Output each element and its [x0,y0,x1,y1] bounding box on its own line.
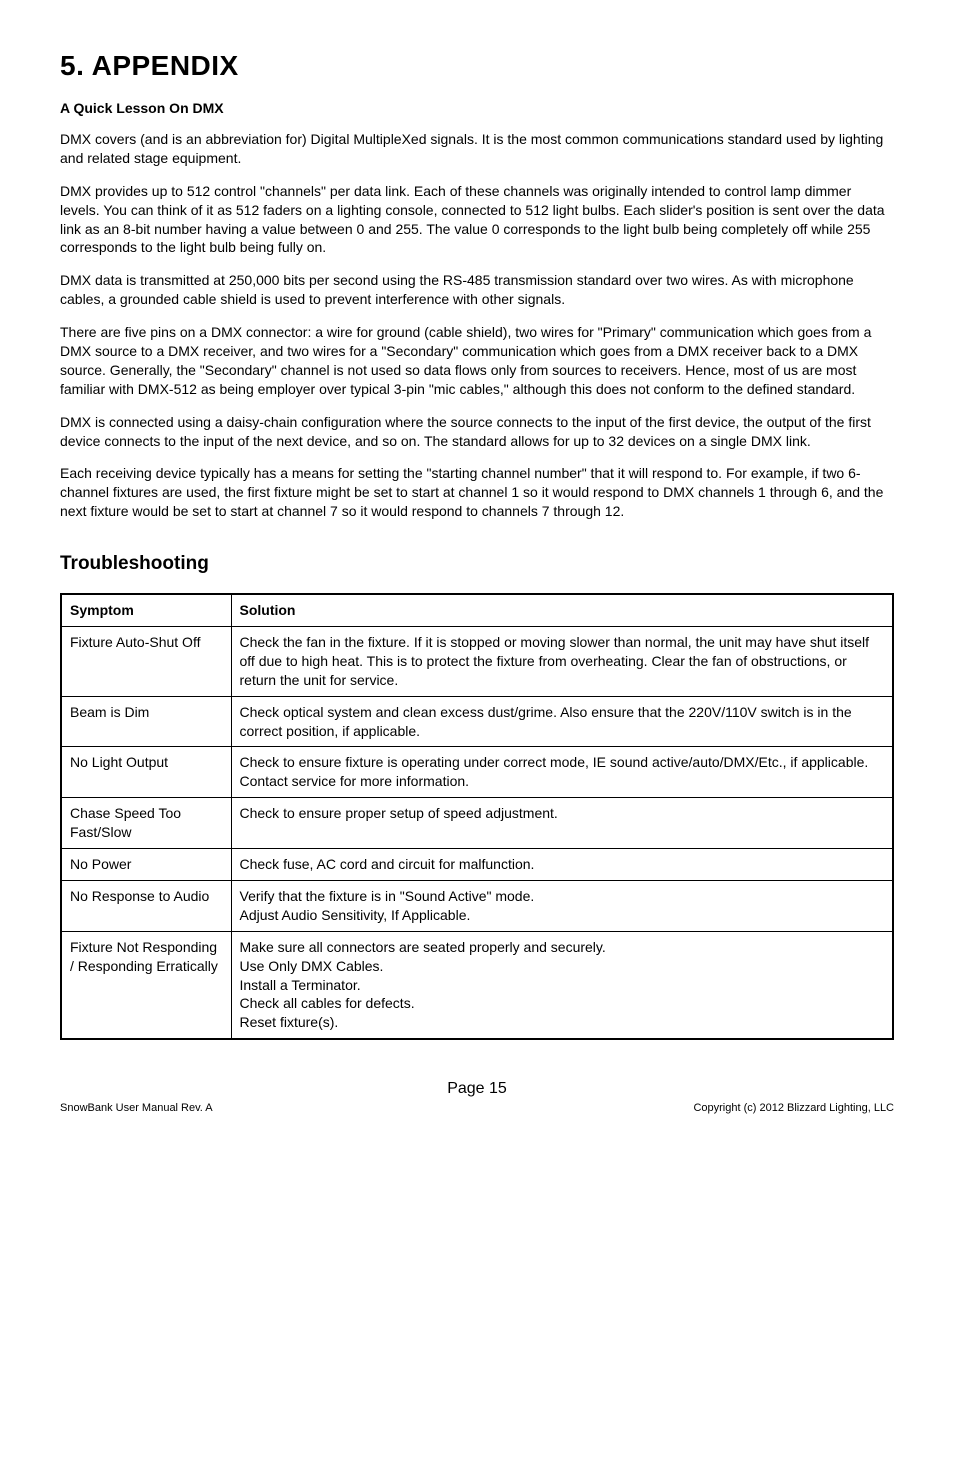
solution-cell: Verify that the fixture is in "Sound Act… [231,880,893,931]
section-subtitle: A Quick Lesson On DMX [60,100,894,116]
footer-right: Copyright (c) 2012 Blizzard Lighting, LL… [693,1102,894,1114]
table-header-symptom: Symptom [61,594,231,626]
symptom-cell: No Power [61,849,231,881]
table-row: No Light Output Check to ensure fixture … [61,747,893,798]
symptom-cell: No Response to Audio [61,880,231,931]
page-number: Page 15 [60,1080,894,1098]
solution-cell: Check the fan in the fixture. If it is s… [231,627,893,697]
solution-cell: Check optical system and clean excess du… [231,696,893,747]
page-title: 5. APPENDIX [60,50,894,82]
solution-cell: Check fuse, AC cord and circuit for malf… [231,849,893,881]
symptom-cell: Fixture Auto-Shut Off [61,627,231,697]
troubleshooting-heading: Troubleshooting [60,553,894,575]
solution-cell: Check to ensure proper setup of speed ad… [231,798,893,849]
table-row: Fixture Not Responding / Responding Erra… [61,931,893,1039]
body-paragraph: There are five pins on a DMX connector: … [60,323,894,399]
body-paragraph: DMX covers (and is an abbreviation for) … [60,130,894,168]
table-row: Beam is Dim Check optical system and cle… [61,696,893,747]
symptom-cell: No Light Output [61,747,231,798]
table-header-solution: Solution [231,594,893,626]
body-paragraph: DMX is connected using a daisy-chain con… [60,413,894,451]
body-paragraph: DMX data is transmitted at 250,000 bits … [60,271,894,309]
symptom-cell: Beam is Dim [61,696,231,747]
page-footer: Page 15 SnowBank User Manual Rev. A Copy… [60,1080,894,1114]
table-row: Chase Speed Too Fast/Slow Check to ensur… [61,798,893,849]
body-paragraph: DMX provides up to 512 control "channels… [60,182,894,258]
symptom-cell: Chase Speed Too Fast/Slow [61,798,231,849]
footer-left: SnowBank User Manual Rev. A [60,1102,213,1114]
body-paragraph: Each receiving device typically has a me… [60,464,894,521]
troubleshooting-table: Symptom Solution Fixture Auto-Shut Off C… [60,593,894,1040]
solution-cell: Check to ensure fixture is operating und… [231,747,893,798]
table-row: Fixture Auto-Shut Off Check the fan in t… [61,627,893,697]
table-row: No Response to Audio Verify that the fix… [61,880,893,931]
solution-cell: Make sure all connectors are seated prop… [231,931,893,1039]
table-row: No Power Check fuse, AC cord and circuit… [61,849,893,881]
symptom-cell: Fixture Not Responding / Responding Erra… [61,931,231,1039]
